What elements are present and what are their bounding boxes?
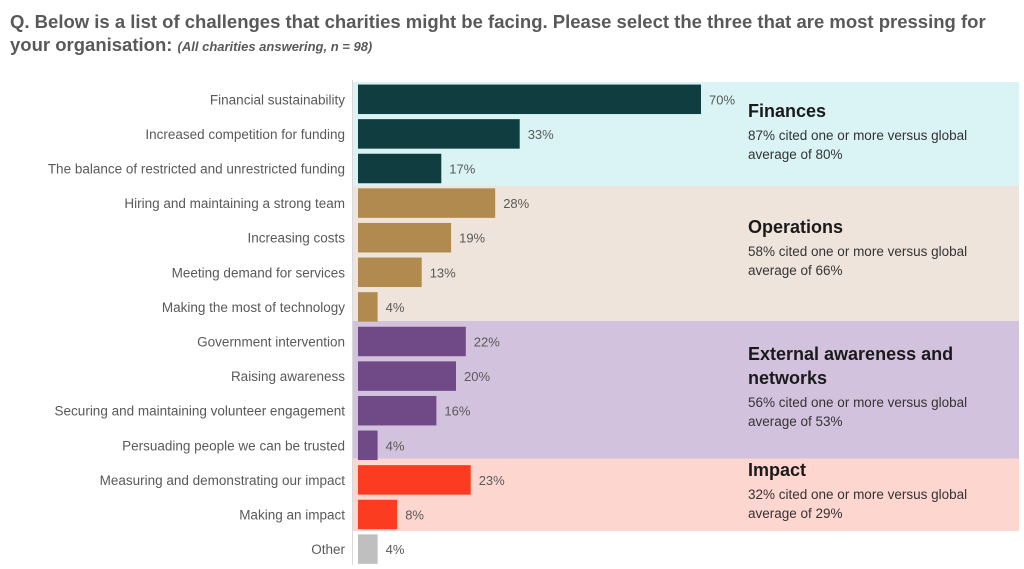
category-label-making-an-impact: Making an impact	[239, 508, 345, 523]
value-labels: 70% 33% 17% 28% 19% 13% 4% 22% 20% 16% 4% 23% 8% 4%	[386, 92, 736, 557]
category-label-other: Other	[311, 542, 345, 557]
bar-increasing-costs	[358, 222, 452, 253]
value-label-making-an-impact: 8%	[405, 508, 424, 523]
bar-the-balance-of-restricted-and-unrestricted-funding	[358, 153, 442, 184]
bar-other	[358, 534, 378, 564]
question-text: Q. Below is a list of challenges that ch…	[10, 11, 986, 55]
value-label-the-balance-of-restricted-and-unrestricted-funding: 17%	[449, 162, 475, 177]
group-annotations: Finances 87% cited one or more versus glo…	[748, 101, 967, 521]
value-label-increasing-costs: 19%	[459, 231, 485, 246]
category-label-making-the-most-of-technology: Making the most of technology	[162, 300, 345, 315]
group-note-external: 56% cited one or more versus global	[748, 395, 967, 410]
group-title-operations: Operations	[748, 217, 843, 237]
bar-increased-competition-for-funding	[358, 119, 520, 149]
value-label-persuading-people-we-can-be-trusted: 4%	[386, 438, 405, 453]
bar-making-an-impact	[358, 499, 398, 530]
category-label-increasing-costs: Increasing costs	[247, 231, 345, 246]
category-label-government-intervention: Government intervention	[197, 335, 345, 350]
group-title-external: networks	[748, 368, 827, 388]
group-note-external: average of 53%	[748, 414, 843, 429]
value-label-hiring-and-maintaining-a-strong-team: 28%	[503, 196, 529, 211]
question-note: (All charities answering, n = 98)	[177, 39, 373, 54]
value-label-government-intervention: 22%	[474, 335, 500, 350]
group-note-impact: 32% cited one or more versus global	[748, 487, 967, 502]
bar-raising-awareness	[358, 361, 456, 391]
group-note-finances: 87% cited one or more versus global	[748, 128, 967, 143]
category-label-persuading-people-we-can-be-trusted: Persuading people we can be trusted	[122, 438, 345, 453]
category-label-raising-awareness: Raising awareness	[231, 369, 345, 384]
value-label-increased-competition-for-funding: 33%	[528, 127, 554, 142]
group-note-impact: average of 29%	[748, 506, 843, 521]
group-title-impact: Impact	[748, 460, 806, 480]
category-label-financial-sustainability: Financial sustainability	[210, 92, 345, 107]
bar-making-the-most-of-technology	[358, 292, 378, 322]
value-label-meeting-demand-for-services: 13%	[430, 265, 456, 280]
category-labels: Financial sustainability Increased compet…	[48, 92, 346, 557]
group-title-finances: Finances	[748, 101, 826, 121]
bars	[358, 84, 701, 564]
bar-meeting-demand-for-services	[358, 257, 422, 288]
value-label-measuring-and-demonstrating-our-impact: 23%	[479, 473, 505, 488]
group-note-finances: average of 80%	[748, 147, 843, 162]
category-label-the-balance-of-restricted-and-unrestricted-funding: The balance of restricted and unrestrict…	[48, 162, 345, 177]
bar-financial-sustainability	[358, 84, 701, 115]
value-label-financial-sustainability: 70%	[709, 92, 735, 107]
category-label-measuring-and-demonstrating-our-impact: Measuring and demonstrating our impact	[100, 473, 346, 488]
bar-hiring-and-maintaining-a-strong-team	[358, 188, 496, 218]
category-label-increased-competition-for-funding: Increased competition for funding	[145, 127, 345, 142]
group-note-operations: average of 66%	[748, 263, 843, 278]
value-label-other: 4%	[386, 542, 405, 557]
value-label-raising-awareness: 20%	[464, 369, 490, 384]
bar-securing-and-maintaining-volunteer-engagement	[358, 395, 437, 426]
bar-government-intervention	[358, 326, 466, 357]
group-note-operations: 58% cited one or more versus global	[748, 244, 967, 259]
category-label-securing-and-maintaining-volunteer-engagement: Securing and maintaining volunteer engag…	[55, 404, 346, 419]
value-label-making-the-most-of-technology: 4%	[386, 300, 405, 315]
group-title-external: External awareness and	[748, 344, 953, 364]
category-label-meeting-demand-for-services: Meeting demand for services	[172, 265, 346, 280]
value-label-securing-and-maintaining-volunteer-engagement: 16%	[444, 404, 470, 419]
bar-persuading-people-we-can-be-trusted	[358, 430, 378, 461]
category-label-hiring-and-maintaining-a-strong-team: Hiring and maintaining a strong team	[124, 196, 345, 211]
bar-measuring-and-demonstrating-our-impact	[358, 465, 471, 495]
question-heading: Q. Below is a list of challenges that ch…	[10, 10, 1010, 58]
